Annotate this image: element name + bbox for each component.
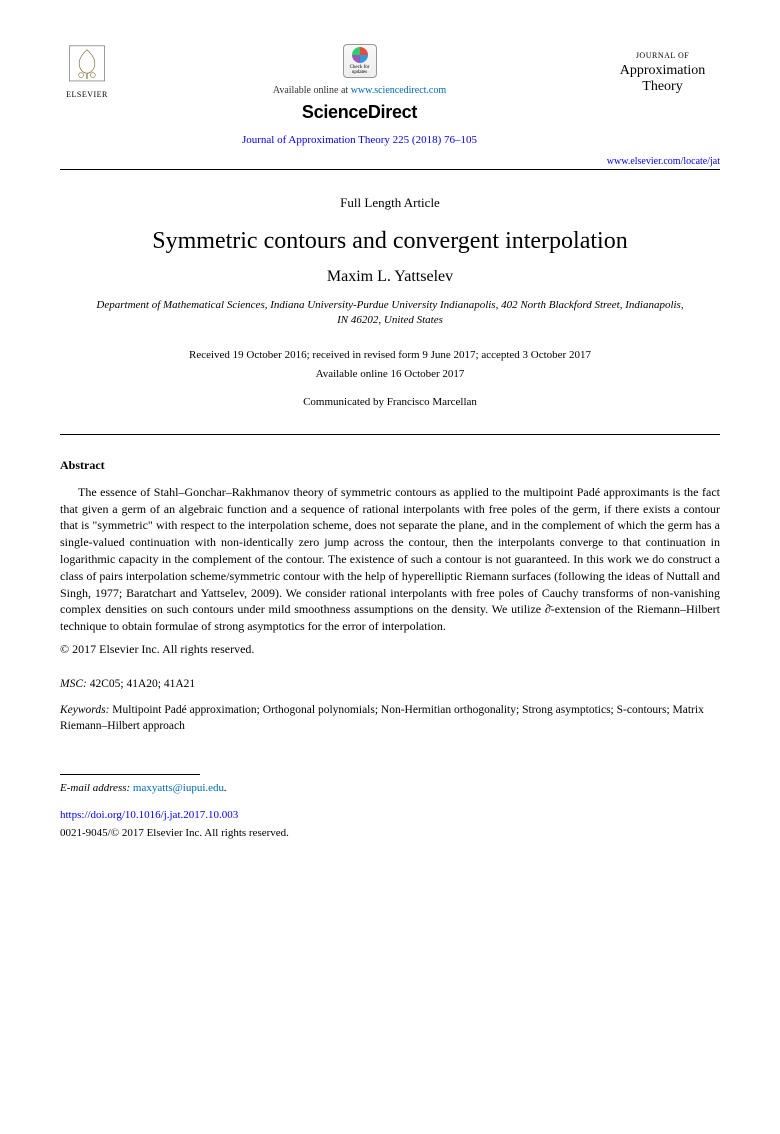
- article-page: ELSEVIER Check for updates Available onl…: [0, 0, 780, 881]
- journal-name-top: JOURNAL OF: [605, 50, 720, 61]
- keywords-text: Multipoint Padé approximation; Orthogona…: [60, 704, 704, 732]
- keywords-label: Keywords:: [60, 704, 109, 716]
- msc-label: MSC:: [60, 678, 87, 690]
- abstract-copyright: © 2017 Elsevier Inc. All rights reserved…: [60, 641, 720, 658]
- center-header: Check for updates Available online at ww…: [114, 40, 605, 149]
- journal-name-main: Approximation Theory: [605, 63, 720, 95]
- msc-codes: 42C05; 41A20; 41A21: [90, 678, 195, 690]
- communicated-by: Communicated by Francisco Marcellan: [60, 395, 720, 410]
- journal-url-link[interactable]: www.elsevier.com/locate/jat: [607, 156, 720, 167]
- article-title: Symmetric contours and convergent interp…: [60, 226, 720, 256]
- keywords-line: Keywords: Multipoint Padé approximation;…: [60, 702, 720, 734]
- email-link[interactable]: maxyatts@iupui.edu: [133, 782, 224, 794]
- available-online-line: Available online at www.sciencedirect.co…: [114, 84, 605, 98]
- issn-copyright: 0021-9045/© 2017 Elsevier Inc. All right…: [60, 826, 720, 841]
- elsevier-logo[interactable]: ELSEVIER: [60, 40, 114, 100]
- author-affiliation: Department of Mathematical Sciences, Ind…: [90, 298, 690, 328]
- email-label: E-mail address:: [60, 782, 130, 794]
- check-updates-label: Check for updates: [344, 65, 376, 75]
- elsevier-tree-icon: [63, 40, 111, 87]
- sciencedirect-logo[interactable]: ScienceDirect: [114, 100, 605, 125]
- pre-abstract-separator: [60, 434, 720, 435]
- journal-reference-link[interactable]: Journal of Approximation Theory 225 (201…: [242, 134, 477, 146]
- header-separator: [60, 169, 720, 170]
- abstract-text: The essence of Stahl–Gonchar–Rakhmanov t…: [60, 484, 720, 635]
- journal-name-line1: Approximation: [620, 63, 706, 78]
- crossmark-icon: [352, 47, 368, 63]
- footnote-separator: [60, 774, 200, 775]
- available-online-prefix: Available online at: [273, 85, 351, 96]
- header-row: ELSEVIER Check for updates Available onl…: [60, 40, 720, 149]
- received-dates: Received 19 October 2016; received in re…: [60, 348, 720, 363]
- article-type: Full Length Article: [60, 194, 720, 212]
- msc-line: MSC: 42C05; 41A20; 41A21: [60, 676, 720, 692]
- available-online-date: Available online 16 October 2017: [60, 367, 720, 382]
- elsevier-logo-text: ELSEVIER: [66, 89, 108, 100]
- check-updates-badge[interactable]: Check for updates: [343, 44, 377, 78]
- available-online-link[interactable]: www.sciencedirect.com: [351, 85, 446, 96]
- journal-name-line2: Theory: [642, 79, 682, 94]
- author-name: Maxim L. Yattselev: [60, 266, 720, 288]
- email-line: E-mail address: maxyatts@iupui.edu.: [60, 781, 720, 796]
- journal-cover-box: JOURNAL OF Approximation Theory: [605, 40, 720, 95]
- abstract-heading: Abstract: [60, 457, 720, 474]
- doi-link[interactable]: https://doi.org/10.1016/j.jat.2017.10.00…: [60, 809, 238, 821]
